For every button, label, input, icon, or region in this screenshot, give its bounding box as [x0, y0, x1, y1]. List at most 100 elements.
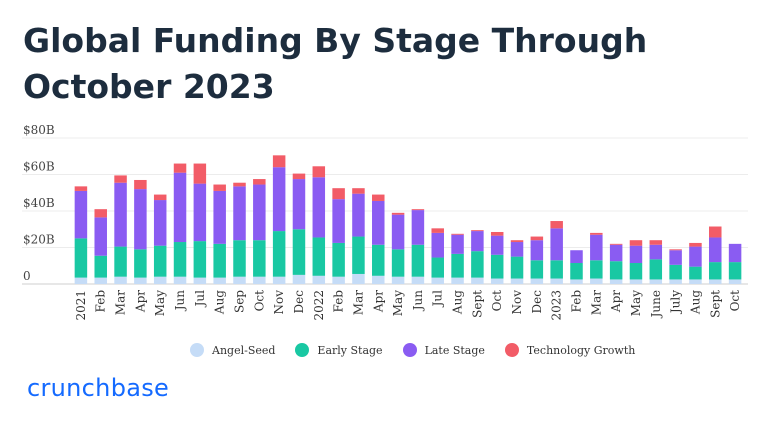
bar-segment-early-stage-27[interactable] — [609, 261, 623, 280]
bar-segment-angel-seed-29[interactable] — [649, 279, 663, 284]
bar-segment-late-stage-4[interactable] — [153, 200, 167, 246]
bar-segment-early-stage-28[interactable] — [629, 263, 643, 280]
bar-segment-angel-seed-30[interactable] — [669, 279, 682, 284]
bar-segment-technology-growth-9[interactable] — [253, 179, 266, 185]
bar-segment-early-stage-24[interactable] — [550, 260, 563, 279]
bar-segment-late-stage-28[interactable] — [629, 245, 643, 264]
bar-segment-early-stage-11[interactable] — [292, 229, 306, 275]
bar-segment-early-stage-4[interactable] — [153, 245, 167, 277]
bar-segment-technology-growth-1[interactable] — [94, 209, 107, 218]
bar-segment-late-stage-10[interactable] — [272, 167, 286, 232]
bar-segment-late-stage-21[interactable] — [490, 235, 504, 255]
bar-segment-late-stage-26[interactable] — [590, 234, 603, 261]
bar-segment-early-stage-21[interactable] — [490, 254, 504, 279]
bar-segment-angel-seed-10[interactable] — [272, 276, 286, 284]
bar-segment-angel-seed-27[interactable] — [609, 279, 623, 284]
bar-segment-angel-seed-7[interactable] — [213, 277, 226, 284]
bar-segment-angel-seed-4[interactable] — [153, 276, 167, 284]
bar-segment-technology-growth-3[interactable] — [134, 179, 147, 190]
bar-segment-angel-seed-21[interactable] — [490, 278, 504, 284]
bar-segment-early-stage-2[interactable] — [114, 246, 127, 277]
bar-segment-early-stage-19[interactable] — [451, 253, 464, 278]
bar-segment-angel-seed-5[interactable] — [173, 276, 187, 284]
bar-segment-early-stage-10[interactable] — [272, 231, 286, 277]
bar-segment-late-stage-0[interactable] — [74, 190, 88, 239]
bar-segment-early-stage-18[interactable] — [431, 257, 444, 278]
bar-segment-angel-seed-19[interactable] — [451, 277, 464, 284]
bar-segment-late-stage-5[interactable] — [173, 172, 187, 243]
bar-segment-angel-seed-23[interactable] — [530, 278, 544, 284]
bar-segment-technology-growth-29[interactable] — [649, 240, 663, 245]
bar-segment-late-stage-6[interactable] — [193, 183, 207, 242]
bar-segment-late-stage-27[interactable] — [609, 244, 623, 262]
bar-segment-late-stage-29[interactable] — [649, 244, 663, 260]
bar-segment-angel-seed-33[interactable] — [728, 279, 742, 284]
bar-segment-early-stage-8[interactable] — [233, 240, 246, 277]
bar-segment-angel-seed-9[interactable] — [253, 276, 266, 284]
bar-segment-technology-growth-18[interactable] — [431, 228, 444, 233]
bar-segment-angel-seed-26[interactable] — [590, 278, 603, 284]
bar-segment-late-stage-13[interactable] — [332, 199, 345, 243]
bar-segment-angel-seed-13[interactable] — [332, 276, 345, 284]
bar-segment-early-stage-1[interactable] — [94, 255, 107, 278]
bar-segment-angel-seed-14[interactable] — [352, 273, 365, 284]
bar-segment-late-stage-1[interactable] — [94, 217, 107, 256]
bar-segment-late-stage-12[interactable] — [312, 177, 326, 238]
bar-segment-early-stage-31[interactable] — [689, 266, 702, 280]
bar-segment-late-stage-24[interactable] — [550, 228, 563, 261]
bar-segment-technology-growth-5[interactable] — [173, 163, 187, 173]
bar-segment-early-stage-32[interactable] — [709, 262, 722, 280]
bar-segment-angel-seed-28[interactable] — [629, 279, 643, 284]
bar-segment-late-stage-30[interactable] — [669, 250, 682, 265]
bar-segment-early-stage-14[interactable] — [352, 236, 365, 274]
bar-segment-late-stage-14[interactable] — [352, 193, 365, 237]
bar-segment-late-stage-16[interactable] — [391, 214, 405, 250]
bar-segment-early-stage-17[interactable] — [411, 244, 425, 277]
bar-segment-early-stage-16[interactable] — [391, 249, 405, 277]
bar-segment-late-stage-9[interactable] — [253, 184, 266, 241]
bar-segment-angel-seed-32[interactable] — [709, 279, 722, 284]
bar-segment-angel-seed-1[interactable] — [94, 277, 107, 284]
bar-segment-angel-seed-2[interactable] — [114, 276, 127, 284]
bar-segment-late-stage-15[interactable] — [372, 200, 385, 245]
bar-segment-angel-seed-6[interactable] — [193, 277, 207, 284]
bar-segment-technology-growth-22[interactable] — [510, 240, 524, 243]
bar-segment-angel-seed-20[interactable] — [471, 277, 484, 284]
bar-segment-early-stage-5[interactable] — [173, 242, 187, 277]
bar-segment-late-stage-3[interactable] — [134, 189, 147, 250]
bar-segment-late-stage-31[interactable] — [689, 246, 702, 267]
bar-segment-late-stage-20[interactable] — [471, 231, 484, 252]
bar-segment-angel-seed-3[interactable] — [134, 277, 147, 284]
bar-segment-technology-growth-32[interactable] — [709, 226, 722, 238]
bar-segment-late-stage-22[interactable] — [510, 242, 524, 257]
bar-segment-technology-growth-19[interactable] — [451, 233, 464, 235]
bar-segment-technology-growth-28[interactable] — [629, 240, 643, 246]
bar-segment-angel-seed-8[interactable] — [233, 276, 246, 284]
bar-segment-late-stage-18[interactable] — [431, 232, 444, 258]
bar-segment-early-stage-26[interactable] — [590, 260, 603, 279]
bar-segment-angel-seed-24[interactable] — [550, 278, 563, 284]
bar-segment-late-stage-17[interactable] — [411, 210, 425, 245]
bar-segment-early-stage-13[interactable] — [332, 242, 345, 277]
bar-segment-late-stage-7[interactable] — [213, 190, 226, 244]
bar-segment-early-stage-20[interactable] — [471, 251, 484, 278]
bar-segment-early-stage-25[interactable] — [570, 263, 583, 280]
bar-segment-technology-growth-12[interactable] — [312, 166, 326, 178]
bar-segment-late-stage-19[interactable] — [451, 234, 464, 254]
bar-segment-early-stage-12[interactable] — [312, 237, 326, 276]
bar-segment-early-stage-9[interactable] — [253, 240, 266, 277]
bar-segment-late-stage-23[interactable] — [530, 240, 544, 261]
legend-item-angel-seed[interactable]: Angel-Seed — [190, 343, 275, 357]
bar-segment-technology-growth-14[interactable] — [352, 188, 365, 194]
bar-segment-late-stage-33[interactable] — [728, 243, 742, 263]
bar-segment-angel-seed-17[interactable] — [411, 276, 425, 284]
bar-segment-angel-seed-11[interactable] — [292, 274, 306, 284]
bar-segment-early-stage-3[interactable] — [134, 249, 147, 278]
bar-segment-late-stage-2[interactable] — [114, 182, 127, 247]
bar-segment-technology-growth-11[interactable] — [292, 173, 306, 180]
bar-segment-technology-growth-31[interactable] — [689, 242, 702, 247]
bar-segment-angel-seed-18[interactable] — [431, 277, 444, 284]
legend-item-early-stage[interactable]: Early Stage — [295, 343, 383, 357]
bar-segment-technology-growth-21[interactable] — [490, 231, 504, 236]
bar-segment-early-stage-33[interactable] — [728, 262, 742, 280]
